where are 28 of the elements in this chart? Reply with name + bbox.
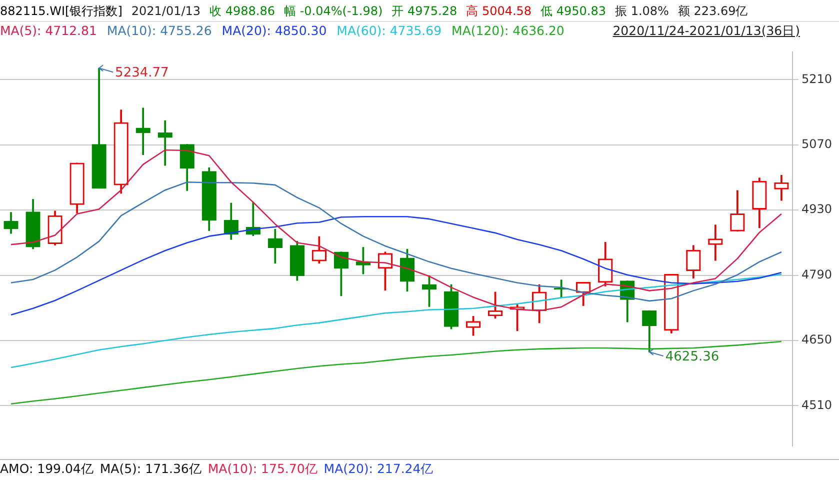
text: 高 5004.58 [466, 4, 532, 18]
y-tick-label: 4650 [801, 332, 832, 347]
text: 低 4950.83 [540, 4, 606, 18]
annotation: 4625.36 [665, 349, 720, 364]
text: 2021/01/13 [131, 4, 201, 18]
y-tick-label: 5070 [801, 137, 832, 152]
candlestick [158, 120, 172, 166]
text: MA(60): 4735.69 [336, 23, 442, 38]
text: MA(20): 4850.30 [222, 23, 327, 38]
text: 收 4988.86 [210, 4, 275, 18]
text: 额 223.69亿 [678, 4, 748, 18]
text: MA(10): 4755.26 [106, 23, 212, 38]
y-tick-label: 4790 [801, 267, 832, 282]
text: MA(120): 4636.20 [452, 23, 564, 38]
chart-title: 882115.WI[银行指数] [0, 4, 122, 18]
annotation: 5234.77 [115, 66, 169, 81]
y-tick-label: 4930 [801, 202, 832, 216]
text: 振 1.08% [615, 4, 669, 18]
text: 幅 -0.04%(-1.98) [284, 4, 383, 18]
y-tick-label: 4510 [801, 398, 832, 412]
text: MA(10): 175.70亿 [208, 461, 318, 476]
text: 2020/11/24-2021/01/13(36日) [612, 22, 800, 40]
text: MA(5): 171.36亿 [100, 461, 202, 476]
text: MA(5): 4712.81 [0, 23, 97, 38]
text: MA(20): 217.24亿 [324, 461, 434, 476]
text: 开 4975.28 [392, 4, 458, 18]
text: AMO: 199.04亿 [0, 461, 94, 476]
y-tick-label: 5210 [801, 72, 832, 86]
